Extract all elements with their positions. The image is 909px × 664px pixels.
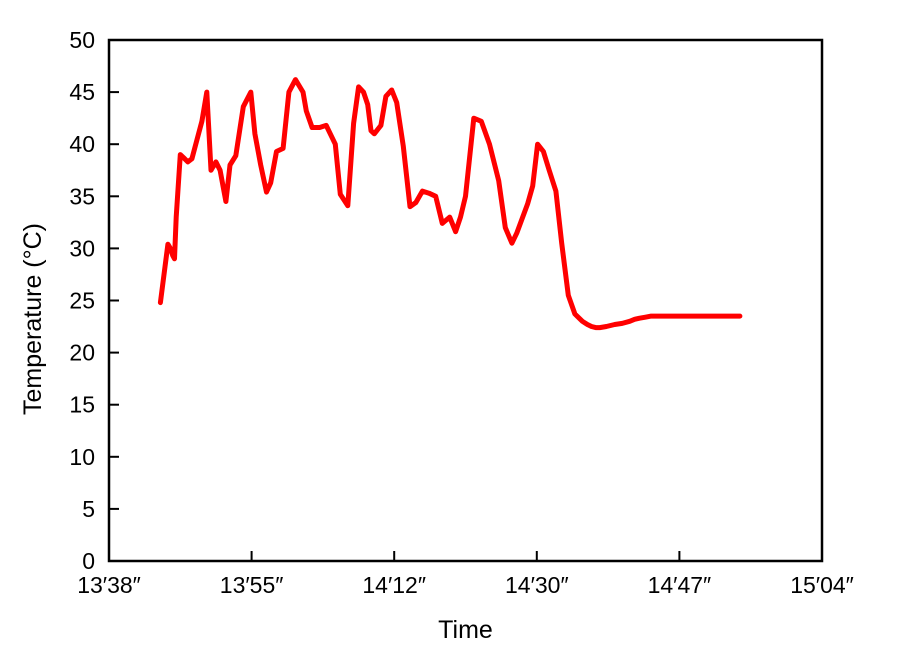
x-tick-label: 14′12″ (362, 572, 426, 598)
y-tick-label: 5 (82, 496, 95, 522)
y-tick-label: 15 (69, 392, 95, 418)
x-tick-label: 14′47″ (648, 572, 712, 598)
y-tick-label: 35 (69, 183, 95, 209)
series-line-temperature (157, 77, 743, 331)
y-axis-ticks: 0 5 10 15 20 25 30 35 40 45 50 (69, 27, 119, 574)
y-tick-label: 0 (82, 548, 95, 574)
series-group (157, 77, 743, 331)
y-tick-label: 20 (69, 340, 95, 366)
y-tick-label: 50 (69, 27, 95, 53)
x-tick-label: 15′04″ (790, 572, 854, 598)
y-tick-label: 45 (69, 79, 95, 105)
x-axis-title: Time (438, 616, 493, 644)
y-axis-title: Temperature (°C) (19, 223, 47, 415)
x-tick-label: 14′30″ (505, 572, 569, 598)
y-tick-label: 40 (69, 131, 95, 157)
x-axis-ticks: 13′38″ 13′55″ 14′12″ 14′30″ 14′47″ 15′04″ (77, 551, 854, 598)
y-tick-label: 30 (69, 235, 95, 261)
plot-frame (107, 38, 824, 563)
y-tick-label: 25 (69, 288, 95, 314)
x-tick-label: 13′55″ (220, 572, 284, 598)
x-tick-label: 13′38″ (77, 572, 141, 598)
y-tick-label: 10 (69, 444, 95, 470)
